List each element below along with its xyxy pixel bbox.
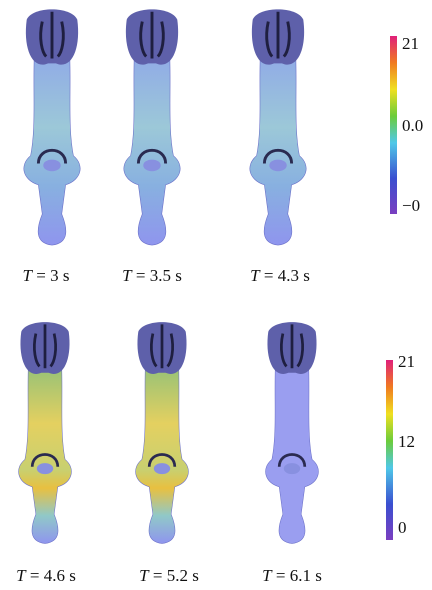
colorbar-tick: −0 xyxy=(402,196,420,216)
airway xyxy=(24,9,80,245)
panel-label: T = 3 s xyxy=(23,266,70,286)
colorbar-tick: 12 xyxy=(398,432,415,452)
colorbar xyxy=(390,36,397,214)
renderings xyxy=(0,0,432,590)
colorbar-tick: 0 xyxy=(398,518,407,538)
panel-label: T = 3.5 s xyxy=(122,266,182,286)
colorbar-tick: 21 xyxy=(402,34,419,54)
colorbar-tick: 0.0 xyxy=(402,116,423,136)
airway xyxy=(19,322,72,543)
airway xyxy=(266,322,319,543)
airway xyxy=(124,9,180,245)
panel-label: T = 4.3 s xyxy=(250,266,310,286)
colorbar xyxy=(386,360,393,540)
airway xyxy=(250,9,306,245)
panel-label: T = 6.1 s xyxy=(262,566,322,586)
airway xyxy=(136,322,189,543)
panel-label: T = 4.6 s xyxy=(16,566,76,586)
figure: {"panels": [ {"label": "T = 3 s"}, {"lab… xyxy=(0,0,432,590)
colorbar-tick: 21 xyxy=(398,352,415,372)
panel-label: T = 5.2 s xyxy=(139,566,199,586)
